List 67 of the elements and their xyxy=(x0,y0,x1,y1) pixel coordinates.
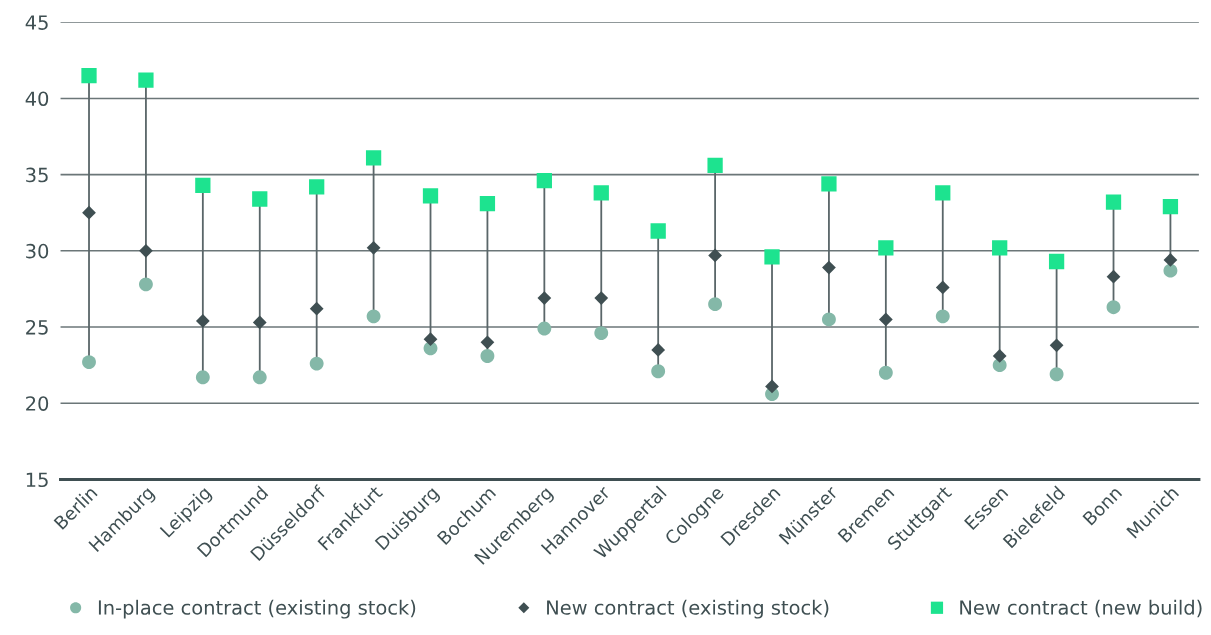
point xyxy=(764,249,780,265)
point xyxy=(708,248,722,263)
point xyxy=(82,205,96,220)
point xyxy=(82,355,96,370)
point xyxy=(821,176,837,192)
point xyxy=(252,315,267,330)
point xyxy=(935,309,950,324)
y-tick-label: 40 xyxy=(25,91,49,107)
point xyxy=(252,191,268,207)
y-tick-label: 25 xyxy=(26,319,48,335)
point xyxy=(992,240,1008,256)
point xyxy=(138,72,154,88)
legend-label: New contract (existing stock) xyxy=(547,599,829,619)
point xyxy=(935,280,950,295)
point xyxy=(537,321,552,336)
point xyxy=(651,343,666,357)
point xyxy=(195,177,211,193)
point xyxy=(423,332,438,347)
point xyxy=(821,312,836,327)
point xyxy=(707,157,723,174)
point xyxy=(1106,269,1121,284)
y-tick-label: 15 xyxy=(26,472,48,488)
point xyxy=(422,188,439,204)
point xyxy=(935,185,951,201)
point xyxy=(480,335,495,350)
point xyxy=(708,297,723,312)
y-tick-label: 30 xyxy=(26,243,49,259)
point xyxy=(1049,338,1064,353)
point xyxy=(594,291,609,305)
point xyxy=(366,240,381,255)
point xyxy=(536,173,552,189)
point xyxy=(1048,253,1065,270)
legend-label: In-place contract (existing stock) xyxy=(98,599,416,619)
point xyxy=(138,277,153,292)
point xyxy=(139,243,153,258)
y-tick-label: 35 xyxy=(26,167,48,183)
point xyxy=(1049,367,1064,382)
point xyxy=(650,223,666,239)
point xyxy=(1163,263,1178,278)
point xyxy=(992,349,1007,363)
point xyxy=(195,370,210,385)
point xyxy=(480,349,495,363)
point xyxy=(81,67,97,84)
point xyxy=(1163,253,1178,267)
point xyxy=(1162,198,1179,215)
point xyxy=(479,195,496,212)
y-tick-label: 45 xyxy=(25,15,48,30)
point xyxy=(593,185,609,201)
point xyxy=(309,301,324,316)
point xyxy=(878,312,893,327)
point xyxy=(309,179,325,195)
point xyxy=(1106,300,1121,315)
point xyxy=(651,364,666,379)
point xyxy=(252,370,267,385)
point xyxy=(765,379,779,394)
legend-label: New contract (new build) xyxy=(960,599,1202,618)
y-tick-label: 20 xyxy=(26,396,49,411)
point xyxy=(537,291,552,305)
point xyxy=(594,326,609,341)
point xyxy=(822,260,836,275)
point xyxy=(366,309,381,324)
point xyxy=(195,314,210,328)
point xyxy=(878,240,894,256)
point xyxy=(365,150,382,166)
point xyxy=(309,356,324,371)
point xyxy=(1105,194,1122,210)
point xyxy=(878,365,893,380)
